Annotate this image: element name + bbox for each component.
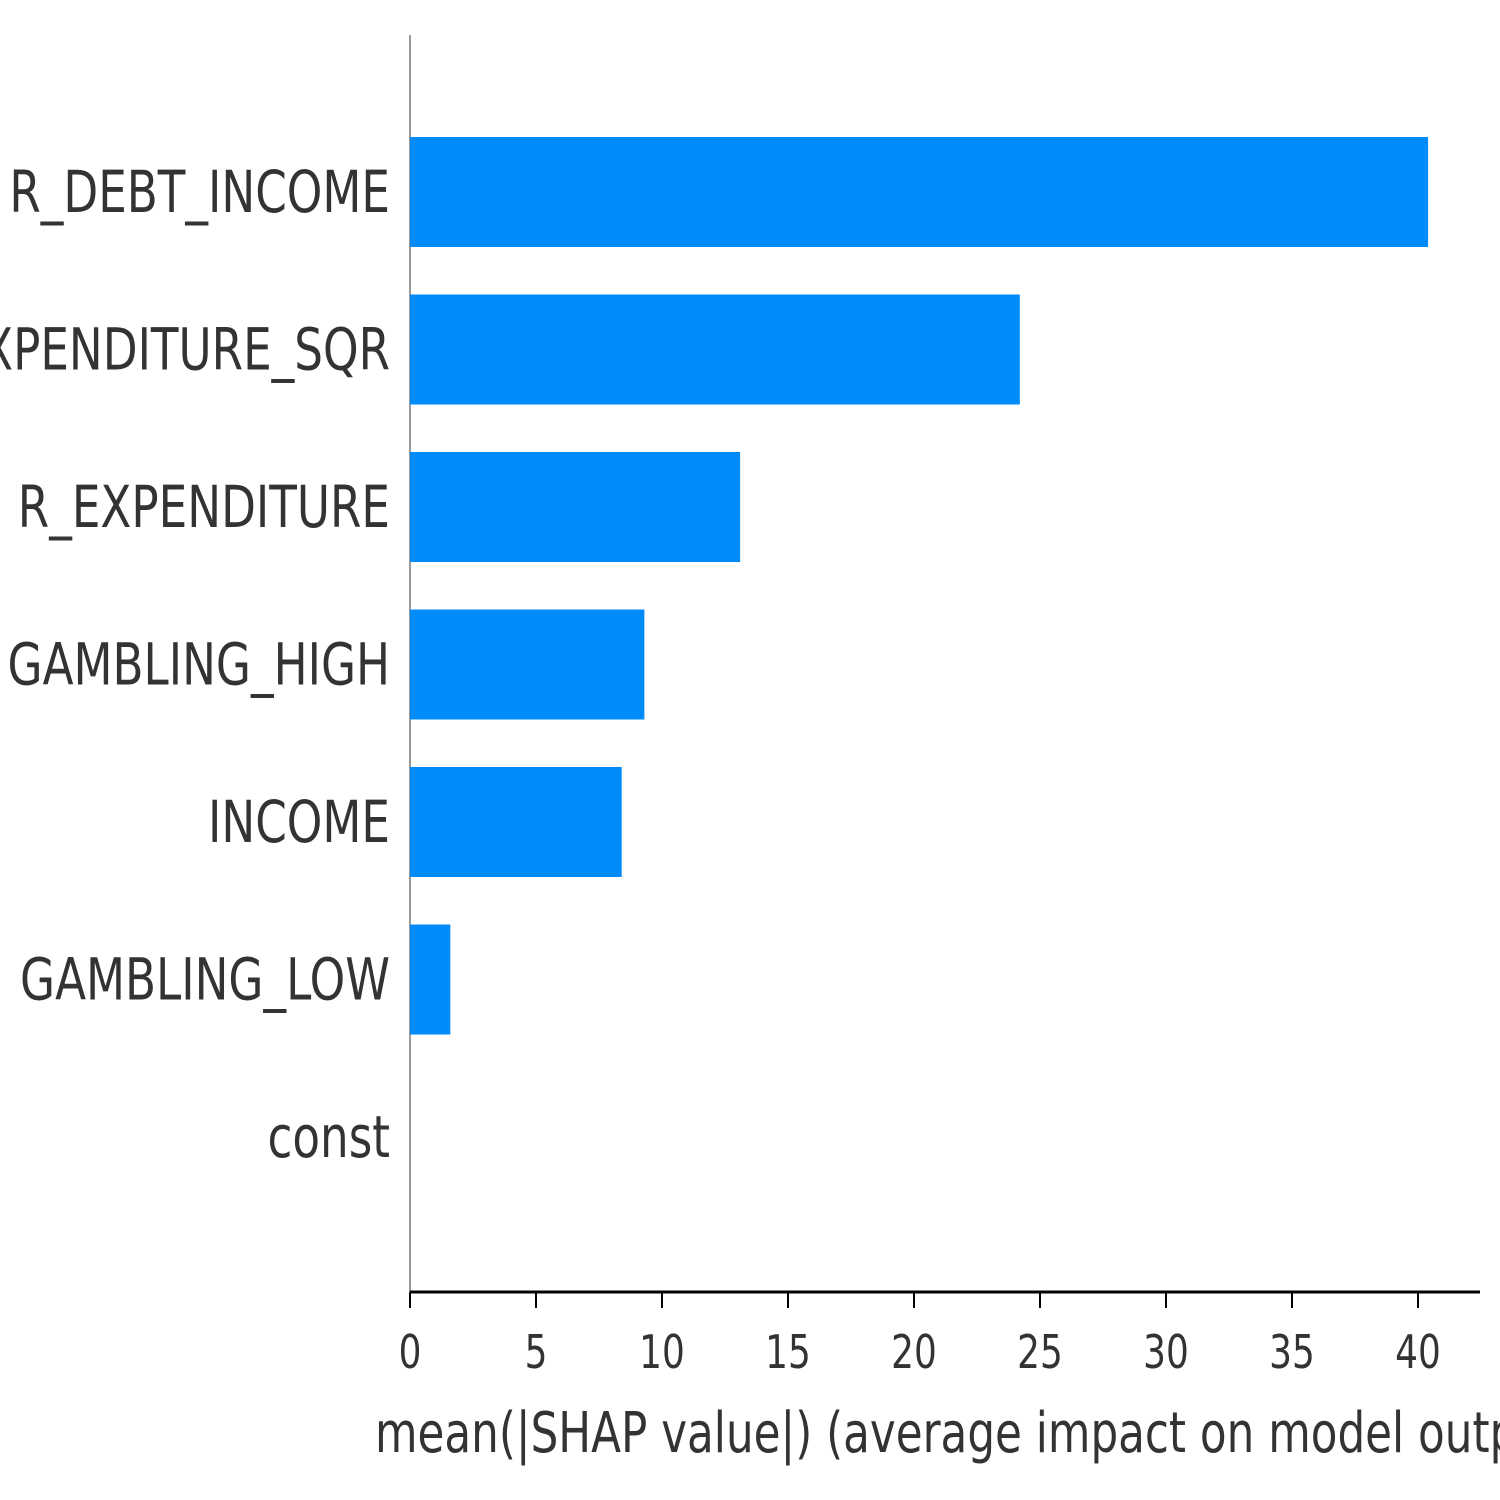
bar-income [410, 767, 622, 877]
category-label: R_EXPENDITURE_SQR [0, 317, 390, 384]
category-label: INCOME [208, 790, 390, 857]
bars-group [410, 137, 1429, 1035]
x-tick-label: 35 [1269, 1326, 1315, 1380]
bar-gambling-low [410, 924, 451, 1035]
x-ticks: 0 5 10 15 20 25 30 35 40 [399, 1292, 1441, 1379]
category-label: GAMBLING_HIGH [8, 632, 390, 699]
x-tick-label: 30 [1143, 1326, 1189, 1380]
x-tick-label: 40 [1395, 1326, 1441, 1380]
x-tick-label: 15 [765, 1326, 811, 1380]
category-label: const [267, 1105, 390, 1172]
category-labels: R_DEBT_INCOME R_EXPENDITURE_SQR R_EXPENDIT… [0, 160, 390, 1172]
category-label: GAMBLING_LOW [20, 947, 390, 1014]
bar-r-expenditure-sqr [410, 294, 1020, 405]
x-tick-label: 25 [1017, 1326, 1063, 1380]
x-tick-label: 20 [891, 1326, 937, 1380]
bar-gambling-high [410, 609, 645, 720]
category-label: R_DEBT_INCOME [9, 160, 390, 227]
category-label: R_EXPENDITURE [18, 475, 390, 542]
x-tick-label: 5 [525, 1326, 548, 1380]
bar-r-expenditure [410, 452, 741, 562]
bar-r-debt-income [410, 137, 1429, 247]
x-axis-title: mean(|SHAP value|) (average impact on mo… [375, 1400, 1500, 1466]
x-tick-label: 10 [639, 1326, 685, 1380]
x-tick-label: 0 [399, 1326, 422, 1380]
